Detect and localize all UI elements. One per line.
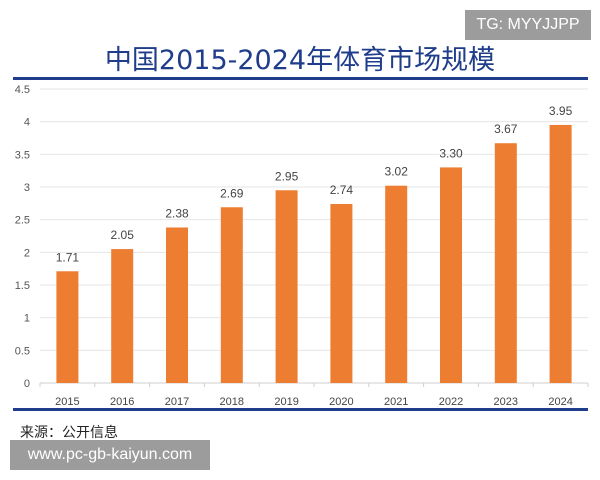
source-note: 来源：公开信息 bbox=[20, 425, 118, 441]
data-label: 2.38 bbox=[165, 207, 189, 221]
y-tick-label: 4 bbox=[24, 117, 30, 129]
bar-2021 bbox=[385, 185, 408, 383]
watermark-website: www.pc-gb-kaiyun.com bbox=[10, 440, 210, 470]
y-tick-label: 2 bbox=[24, 247, 30, 259]
bar-2019 bbox=[275, 190, 298, 383]
y-tick-label: 2.5 bbox=[15, 215, 30, 227]
bar-2018 bbox=[220, 207, 243, 383]
x-tick-label: 2019 bbox=[274, 396, 298, 408]
bar-2022 bbox=[440, 167, 462, 383]
y-tick-label: 3 bbox=[24, 182, 30, 194]
bar-2023 bbox=[494, 143, 517, 383]
x-tick-label: 2024 bbox=[548, 396, 572, 408]
data-label: 2.74 bbox=[330, 183, 354, 197]
data-label: 3.95 bbox=[549, 104, 573, 118]
bar-2024 bbox=[549, 124, 572, 383]
watermark-tg: TG: MYYJJPP bbox=[465, 10, 591, 40]
x-tick-label: 2021 bbox=[384, 396, 408, 408]
x-tick-label: 2023 bbox=[494, 396, 518, 408]
bottom-divider bbox=[13, 408, 588, 411]
data-label: 3.02 bbox=[385, 165, 409, 179]
data-label: 3.67 bbox=[494, 122, 518, 136]
bar-2016 bbox=[111, 249, 134, 383]
y-tick-label: 1 bbox=[24, 313, 30, 325]
y-tick-label: 0 bbox=[24, 378, 30, 390]
y-tick-label: 1.5 bbox=[15, 280, 30, 292]
bar-2015 bbox=[56, 271, 79, 383]
data-label: 1.71 bbox=[56, 250, 80, 264]
y-tick-label: 4.5 bbox=[15, 84, 30, 96]
x-tick-label: 2022 bbox=[439, 396, 463, 408]
title-divider bbox=[13, 77, 588, 80]
data-label: 2.95 bbox=[275, 169, 299, 183]
bar-2017 bbox=[166, 227, 188, 383]
chart-title: 中国2015-2024年体育市场规模 bbox=[104, 45, 496, 76]
data-label: 2.69 bbox=[220, 186, 244, 200]
data-label: 3.30 bbox=[439, 146, 463, 160]
x-tick-label: 2018 bbox=[220, 396, 244, 408]
data-label: 2.05 bbox=[111, 228, 135, 242]
x-tick-label: 2017 bbox=[165, 396, 189, 408]
y-tick-label: 3.5 bbox=[15, 149, 30, 161]
x-tick-label: 2016 bbox=[110, 396, 134, 408]
bar-2020 bbox=[330, 203, 353, 383]
x-tick-label: 2020 bbox=[329, 396, 353, 408]
x-tick-label: 2015 bbox=[55, 396, 79, 408]
y-tick-label: 0.5 bbox=[15, 345, 30, 357]
